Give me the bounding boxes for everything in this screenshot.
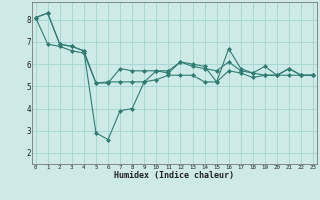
X-axis label: Humidex (Indice chaleur): Humidex (Indice chaleur) xyxy=(115,171,234,180)
